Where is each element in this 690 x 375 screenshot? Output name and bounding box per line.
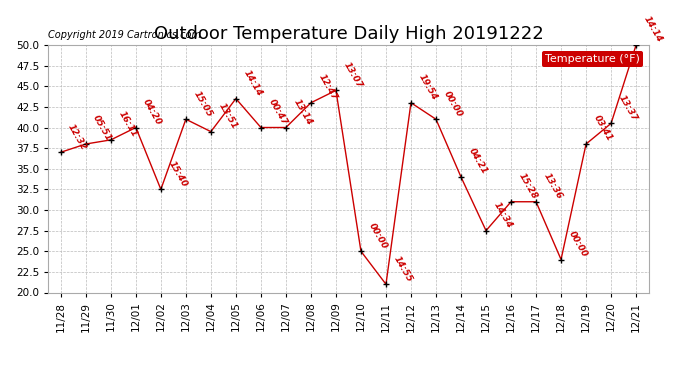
Text: 19:54: 19:54 bbox=[417, 73, 439, 102]
Text: 13:51: 13:51 bbox=[217, 102, 239, 131]
Text: 13:37: 13:37 bbox=[617, 93, 639, 123]
Text: 14:34: 14:34 bbox=[491, 201, 513, 230]
Text: 00:47: 00:47 bbox=[266, 98, 288, 127]
Text: 00:00: 00:00 bbox=[566, 230, 589, 259]
Text: 12:47: 12:47 bbox=[317, 73, 339, 102]
Text: 12:32: 12:32 bbox=[66, 122, 88, 152]
Text: 00:00: 00:00 bbox=[442, 89, 464, 118]
Text: 03:41: 03:41 bbox=[591, 114, 613, 143]
Text: 15:28: 15:28 bbox=[517, 172, 539, 201]
Text: 14:55: 14:55 bbox=[391, 254, 413, 284]
Text: 14:14: 14:14 bbox=[241, 69, 264, 98]
Text: 13:07: 13:07 bbox=[342, 60, 364, 90]
Text: Copyright 2019 Cartronics.com: Copyright 2019 Cartronics.com bbox=[48, 30, 201, 40]
Text: 04:20: 04:20 bbox=[141, 98, 164, 127]
Title: Outdoor Temperature Daily High 20191222: Outdoor Temperature Daily High 20191222 bbox=[154, 26, 543, 44]
Text: 15:05: 15:05 bbox=[191, 89, 213, 118]
Text: 13:14: 13:14 bbox=[291, 98, 313, 127]
Text: 14:14: 14:14 bbox=[642, 15, 664, 44]
Text: 00:00: 00:00 bbox=[366, 221, 388, 251]
Text: 05:51: 05:51 bbox=[91, 114, 113, 143]
Legend: Temperature (°F): Temperature (°F) bbox=[542, 51, 643, 67]
Text: 15:40: 15:40 bbox=[166, 159, 188, 189]
Text: 16:11: 16:11 bbox=[117, 110, 139, 139]
Text: 13:36: 13:36 bbox=[542, 172, 564, 201]
Text: 04:21: 04:21 bbox=[466, 147, 489, 176]
